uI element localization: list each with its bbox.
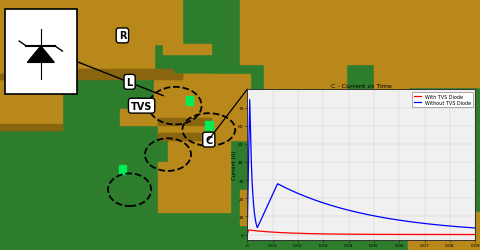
With TVS Diode [345,233,351,236]
With TVS Diode [268,230,274,234]
Without TVS Diode [401,220,407,222]
Bar [158,134,211,140]
Line: With TVS Diode: With TVS Diode [247,230,475,234]
Text: TVS: TVS [131,101,152,111]
Polygon shape [168,125,230,162]
Line: Without TVS Diode: Without TVS Diode [247,100,475,234]
With TVS Diode [337,233,343,236]
Bar [186,97,193,106]
With TVS Diode [422,233,428,236]
Polygon shape [211,115,254,140]
Without TVS Diode [247,99,252,102]
Bar [0,74,182,80]
With TVS Diode [244,233,250,236]
Title: C - Current vs Time: C - Current vs Time [331,83,392,88]
Polygon shape [240,112,336,140]
Without TVS Diode [268,198,274,200]
X-axis label: Time (us): Time (us) [348,249,374,250]
Without TVS Diode [337,206,343,210]
Polygon shape [374,88,408,212]
Polygon shape [163,45,211,55]
Polygon shape [0,70,182,80]
Bar [0,124,62,130]
Polygon shape [0,75,62,125]
Without TVS Diode [472,226,478,230]
Polygon shape [264,65,346,100]
Polygon shape [240,190,326,225]
Bar [158,119,211,125]
Polygon shape [0,0,182,75]
With TVS Diode [401,233,407,236]
FancyBboxPatch shape [5,10,77,95]
Without TVS Diode [422,222,428,225]
Legend: With TVS Diode, Without TVS Diode: With TVS Diode, Without TVS Diode [411,92,473,108]
Without TVS Diode [244,233,250,236]
With TVS Diode [472,233,478,236]
Polygon shape [408,212,480,250]
Without TVS Diode [426,222,432,226]
Polygon shape [264,155,336,180]
Text: L: L [126,78,133,88]
Bar [119,166,126,174]
Polygon shape [154,75,211,110]
Polygon shape [374,0,480,88]
Polygon shape [240,0,374,65]
Polygon shape [168,75,250,110]
Polygon shape [158,120,250,135]
Polygon shape [158,162,230,212]
Polygon shape [27,47,54,63]
With TVS Diode [246,228,252,232]
Polygon shape [394,155,422,190]
Y-axis label: Current (A): Current (A) [232,150,237,180]
Bar [205,122,213,131]
Text: R: R [119,31,126,41]
With TVS Diode [426,233,432,236]
Without TVS Diode [345,209,351,212]
Text: C: C [205,135,213,145]
Polygon shape [120,110,250,125]
